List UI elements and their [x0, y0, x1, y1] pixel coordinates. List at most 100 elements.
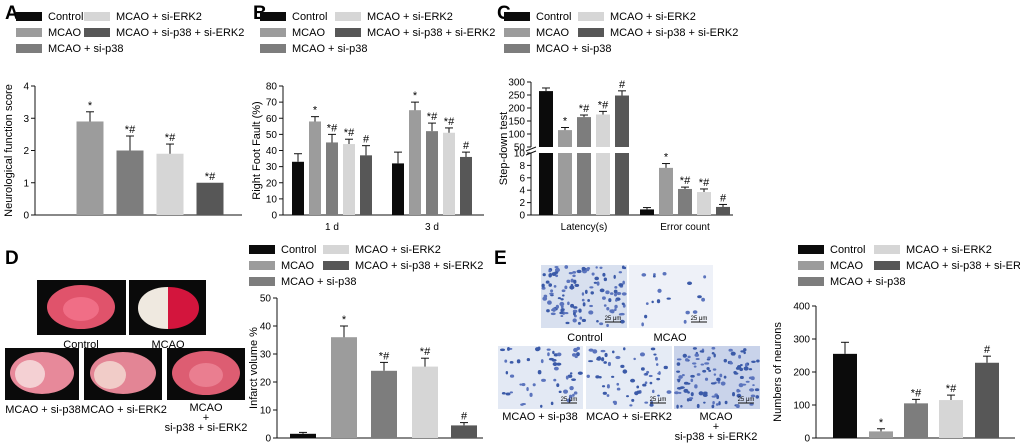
chart-d-y-tick-label-1: 10	[260, 406, 272, 417]
legend-a-swatch-2-0	[16, 44, 42, 53]
micrograph-si-p38-erk2-cell-102	[680, 404, 683, 408]
micrograph-si-erk2-cell-50	[611, 350, 615, 354]
micrograph-si-p38-cell-16	[576, 346, 581, 351]
micrograph-si-p38-erk2-cell-22	[703, 401, 706, 404]
brain-photo-label-si-erk2: MCAO + si-ERK2	[81, 404, 167, 416]
micrograph-si-erk2-cell-51	[607, 361, 612, 367]
legend-b: Control MCAO + si-ERK2 MCAO MCAO + si-p38 +…	[260, 11, 495, 55]
micrograph-si-p38-erk2-cell-58	[748, 376, 754, 380]
micrograph-si-p38-erk2-cell-61	[743, 351, 746, 355]
micrograph-si-erk2-cell-36	[626, 395, 629, 398]
chart-c-lower-y-tick-label-4: 8	[519, 161, 525, 172]
chart-d-bar-2	[371, 370, 397, 438]
micrograph-control-cell-9	[613, 293, 618, 297]
chart-c-bar-lower-0-2	[577, 153, 591, 215]
micrograph-control-cell-117	[622, 280, 625, 285]
micrograph-mcao-cell-2	[645, 302, 649, 305]
micrograph-si-p38-erk2-cell-105	[723, 358, 728, 363]
micrograph-control-cell-6	[596, 281, 600, 286]
micrograph-si-erk2-cell-10	[602, 391, 607, 395]
micrograph-control-cell-100	[573, 279, 577, 284]
micrograph-si-erk2-cell-42	[611, 375, 615, 378]
chart-c-bar-1-1	[659, 167, 673, 215]
micrograph-control-cell-71	[599, 266, 603, 269]
micrograph-si-erk2-cell-7	[663, 365, 668, 370]
legend-a-label-1-0: MCAO	[48, 27, 81, 39]
micrograph-si-p38-erk2-cell-106	[678, 391, 682, 394]
micrograph-label-si-erk2: MCAO + si-ERK2	[586, 411, 672, 423]
micrograph-si-erk2-cell-35	[666, 390, 672, 394]
legend-a-label-0-1: MCAO + si-ERK2	[116, 11, 202, 23]
chart-d-bar-0	[290, 433, 316, 438]
legend-c: Control MCAO + si-ERK2 MCAO MCAO + si-p38 +…	[504, 11, 738, 55]
chart-a-y-label: Neurological function score	[3, 84, 15, 217]
brain-photo-label-mcao: MCAO	[152, 339, 185, 351]
micrograph-si-erk2-cell-26	[649, 381, 653, 385]
micrograph-si-p38-cell-15	[526, 357, 531, 362]
legend-e-label-2-0: MCAO + si-p38	[830, 276, 906, 288]
micrograph-si-p38-erk2-cell-83	[715, 403, 719, 406]
micrograph-control-cell-34	[613, 289, 618, 294]
micrograph-si-p38-erk2-cell-70	[749, 403, 754, 406]
micrograph-control-cell-22	[560, 314, 564, 318]
legend-e-swatch-2-0	[798, 277, 824, 286]
legend-b-label-1-0: MCAO	[292, 27, 325, 39]
legend-e-label-0-0: Control	[830, 244, 865, 256]
micrograph-si-p38-cell-26	[566, 398, 572, 403]
chart-b-y-tick-label-2: 20	[266, 178, 278, 189]
micrograph-si-p38-erk2-cell-34	[711, 395, 717, 398]
micrograph-si-p38-erk2-cell-6	[704, 377, 709, 381]
chart-c-upper-y-tick-label-4: 250	[508, 91, 525, 102]
micrograph-si-p38-erk2-cell-92	[711, 352, 715, 355]
chart-c-x-label-1: Error count	[660, 222, 710, 233]
micrograph-si-p38-erk2-cell-71	[676, 358, 682, 361]
micrograph-si-p38-erk2-cell-33	[738, 354, 742, 359]
brain-slice-mcao-healthy	[168, 287, 199, 329]
micrograph-control-cell-49	[564, 285, 568, 290]
chart-e-bar-4	[975, 362, 999, 438]
micrograph-si-p38-cell-54	[537, 346, 541, 351]
micrograph-control-cell-47	[550, 289, 554, 293]
chart-c-upper-y-tick-label-1: 100	[508, 130, 525, 141]
micrograph-si-p38-erk2-cell-47	[756, 359, 760, 363]
chart-d-y-tick-label-2: 20	[260, 378, 272, 389]
legend-c-swatch-1-1	[578, 28, 604, 37]
chart-e-y-tick-label-0: 0	[804, 434, 810, 445]
micrograph-si-p38-cell-33	[571, 378, 576, 381]
micrograph-si-p38-cell-23	[516, 359, 521, 364]
micrograph-mcao-cell-4	[653, 273, 656, 276]
micrograph-control-cell-112	[562, 294, 565, 297]
micrograph-control-cell-81	[564, 265, 569, 269]
micrograph-control-cell-15	[620, 319, 625, 324]
chart-c-sig-1-1: *	[664, 152, 669, 164]
micrograph-si-erk2-cell-1	[655, 363, 659, 366]
micrograph-control-cell-90	[560, 308, 565, 312]
micrograph-mcao-cell-14	[652, 274, 656, 278]
chart-b-y-tick-label-3: 30	[266, 162, 278, 173]
micrograph-si-p38-erk2-cell-103	[708, 369, 712, 372]
micrograph-si-p38-erk2-cell-5	[723, 375, 727, 379]
micrograph-control-cell-56	[587, 298, 591, 302]
micrograph-si-p38-cell-48	[509, 361, 514, 364]
micrograph-control-cell-63	[566, 279, 571, 284]
chart-a-sig-3: *#	[205, 171, 216, 183]
legend-e-swatch-0-1	[874, 245, 900, 254]
micrograph-si-p38-cell-21	[569, 372, 573, 375]
micrograph-si-p38-erk2-cell-91	[674, 391, 680, 395]
chart-b-sig-0-1: *	[313, 105, 318, 117]
chart-e-sig-3: *#	[946, 383, 957, 395]
micrograph-si-p38-erk2-cell-10	[690, 378, 694, 383]
micrograph-si-erk2-cell-32	[592, 349, 598, 354]
chart-b-bar-0-4	[360, 155, 372, 215]
micrograph-control-cell-85	[572, 318, 577, 323]
chart-d-y-tick-label-0: 0	[265, 434, 271, 445]
legend-a-label-0-0: Control	[48, 11, 83, 23]
micrograph-si-erk2-cell-44	[642, 383, 647, 387]
micrograph-control-cell-69	[567, 301, 570, 306]
micrograph-si-erk2-cell-16	[631, 398, 635, 402]
micrograph-control-cell-91	[549, 272, 552, 277]
chart-e-bar-2	[904, 403, 928, 438]
micrograph-si-p38-erk2-cell-97	[719, 373, 723, 378]
legend-a-swatch-0-0	[16, 12, 42, 21]
micrograph-si-p38-erk2-cell-87	[736, 365, 742, 370]
